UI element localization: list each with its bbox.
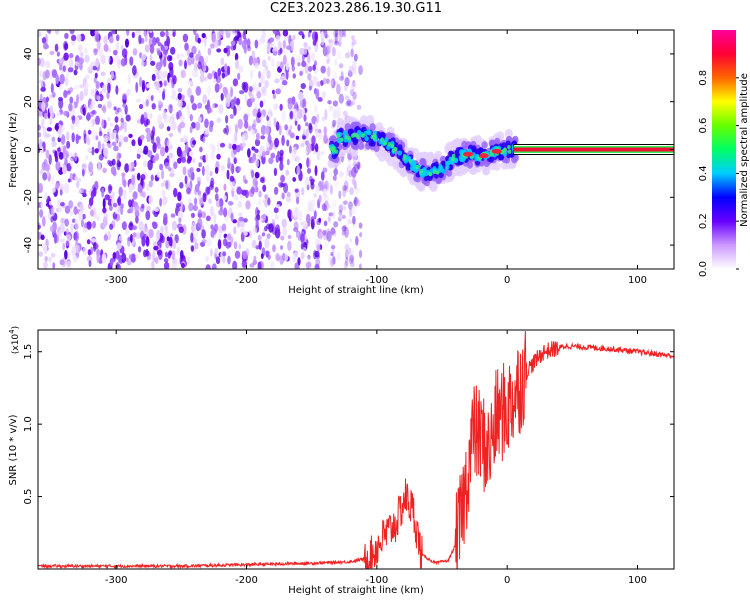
snr-x-ticks: -300 -200 -100 0 100 <box>105 330 647 586</box>
snr-x-tick-label: -100 <box>366 575 389 586</box>
colorbar-tick-label: 0.6 <box>698 118 709 134</box>
snr-y-tick-label: 1.0 <box>23 416 34 432</box>
spectrogram-y-tick-label: -40 <box>23 237 34 253</box>
carrier-line-core <box>513 147 674 152</box>
colorbar: 0.0 0.2 0.4 0.6 0.8 Normalized spectral ampl… <box>698 30 750 277</box>
snr-multiplier: (x104) <box>8 326 21 354</box>
signal-peak <box>478 153 489 159</box>
spectrogram-x-tick-label: -200 <box>235 275 258 286</box>
snr-x-tick-label: -300 <box>105 575 128 586</box>
spectrogram-y-label: Frequency (Hz) <box>8 112 19 188</box>
spectrogram-x-ticks: -300 -200 -100 0 100 <box>105 30 647 286</box>
snr-y-label: SNR (10 * v/v) <box>8 414 19 485</box>
spectrogram-noise <box>38 30 363 269</box>
spectrogram-y-tick-label: 0 <box>23 146 34 152</box>
spectrogram-y-ticks: -40 -20 0 20 40 <box>23 48 674 253</box>
spectrogram-x-label: Height of straight line (km) <box>288 285 424 296</box>
spectrogram-x-tick-label: -100 <box>366 275 389 286</box>
colorbar-tick-label: 0.0 <box>698 261 709 277</box>
snr-y-tick-label: 0.5 <box>23 489 34 505</box>
spectrogram-signal <box>327 114 674 192</box>
spectrogram-x-tick-label: 100 <box>628 275 647 286</box>
spectrogram-x-tick-label: -300 <box>105 275 128 286</box>
snr-x-label: Height of straight line (km) <box>288 585 424 596</box>
colorbar-ramp <box>712 30 736 269</box>
chart-title: C2E3.2023.286.19.30.G11 <box>269 1 443 16</box>
colorbar-tick-label: 0.2 <box>698 213 709 229</box>
snr-series-line <box>38 330 674 569</box>
signal-peak <box>491 148 502 154</box>
snr-x-tick-label: -200 <box>235 575 258 586</box>
spectrogram-y-tick-label: 20 <box>23 95 34 108</box>
colorbar-ticks: 0.0 0.2 0.4 0.6 0.8 <box>698 70 739 277</box>
spectrogram-y-tick-label: -20 <box>23 189 34 205</box>
snr-frame <box>37 329 675 570</box>
snr-x-tick-label: 100 <box>628 575 647 586</box>
colorbar-label: Normalized spectral amplitude <box>739 73 750 227</box>
signal-peak <box>463 151 474 157</box>
snr-panel: -300 -200 -100 0 100 0.5 1.0 1.5 Height of str… <box>8 326 675 596</box>
snr-y-ticks: 0.5 1.0 1.5 <box>23 344 674 505</box>
snr-x-tick-label: 0 <box>504 575 510 586</box>
snr-y-tick-label: 1.5 <box>23 344 34 360</box>
colorbar-tick-label: 0.8 <box>698 70 709 86</box>
colorbar-tick-label: 0.4 <box>698 165 709 181</box>
spectrogram-x-tick-label: 0 <box>504 275 510 286</box>
spectrogram-y-tick-label: 40 <box>23 48 34 61</box>
